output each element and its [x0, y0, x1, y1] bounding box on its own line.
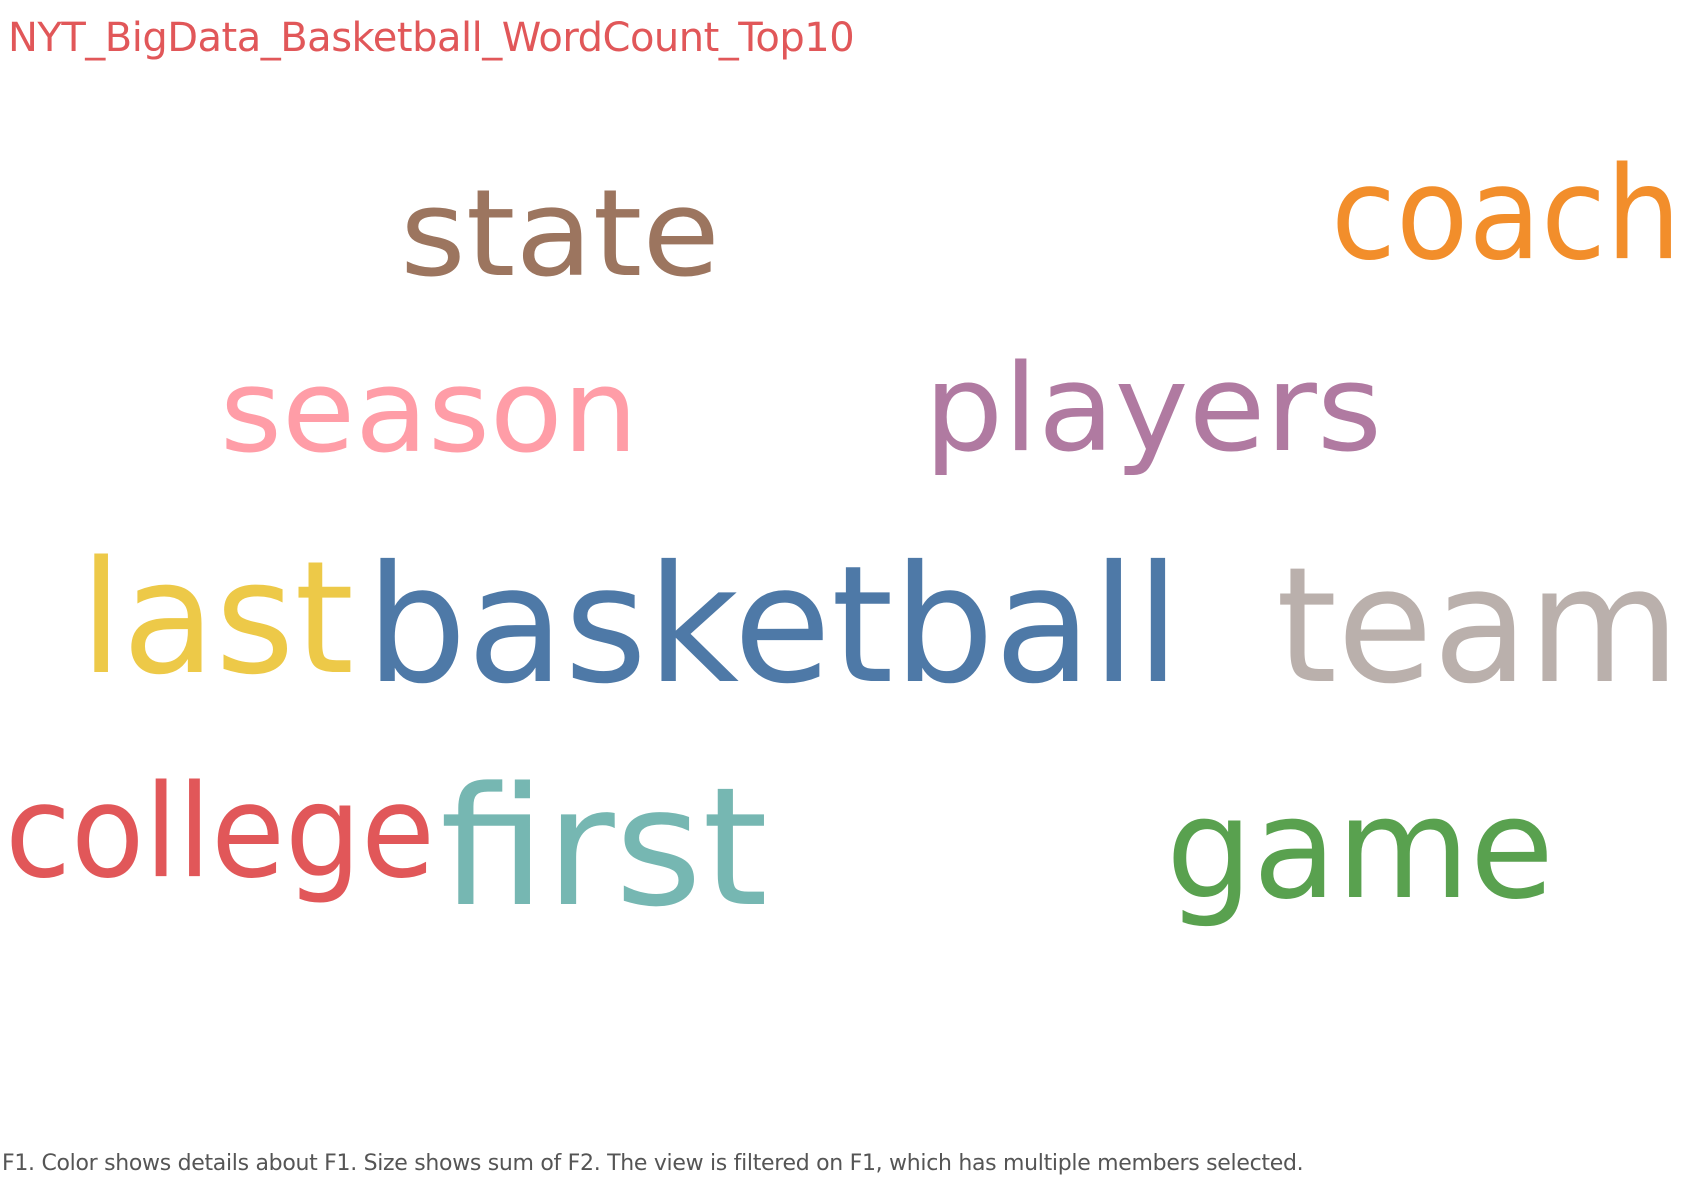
- word-college: college: [5, 758, 435, 907]
- chart-title: NYT_BigData_Basketball_WordCount_Top10: [8, 15, 855, 61]
- word-coach: coach: [1331, 140, 1681, 289]
- word-first: first: [440, 752, 768, 943]
- word-season: season: [220, 345, 638, 479]
- word-players: players: [924, 340, 1382, 479]
- word-game: game: [1166, 768, 1554, 931]
- word-basketball: basketball: [366, 532, 1180, 720]
- word-team: team: [1276, 532, 1680, 719]
- word-last: last: [80, 527, 354, 709]
- chart-caption: F1. Color shows details about F1. Size s…: [2, 1151, 1304, 1176]
- word-cloud: basketball team first last game coach state pla…: [5, 140, 1681, 943]
- word-state: state: [400, 165, 720, 304]
